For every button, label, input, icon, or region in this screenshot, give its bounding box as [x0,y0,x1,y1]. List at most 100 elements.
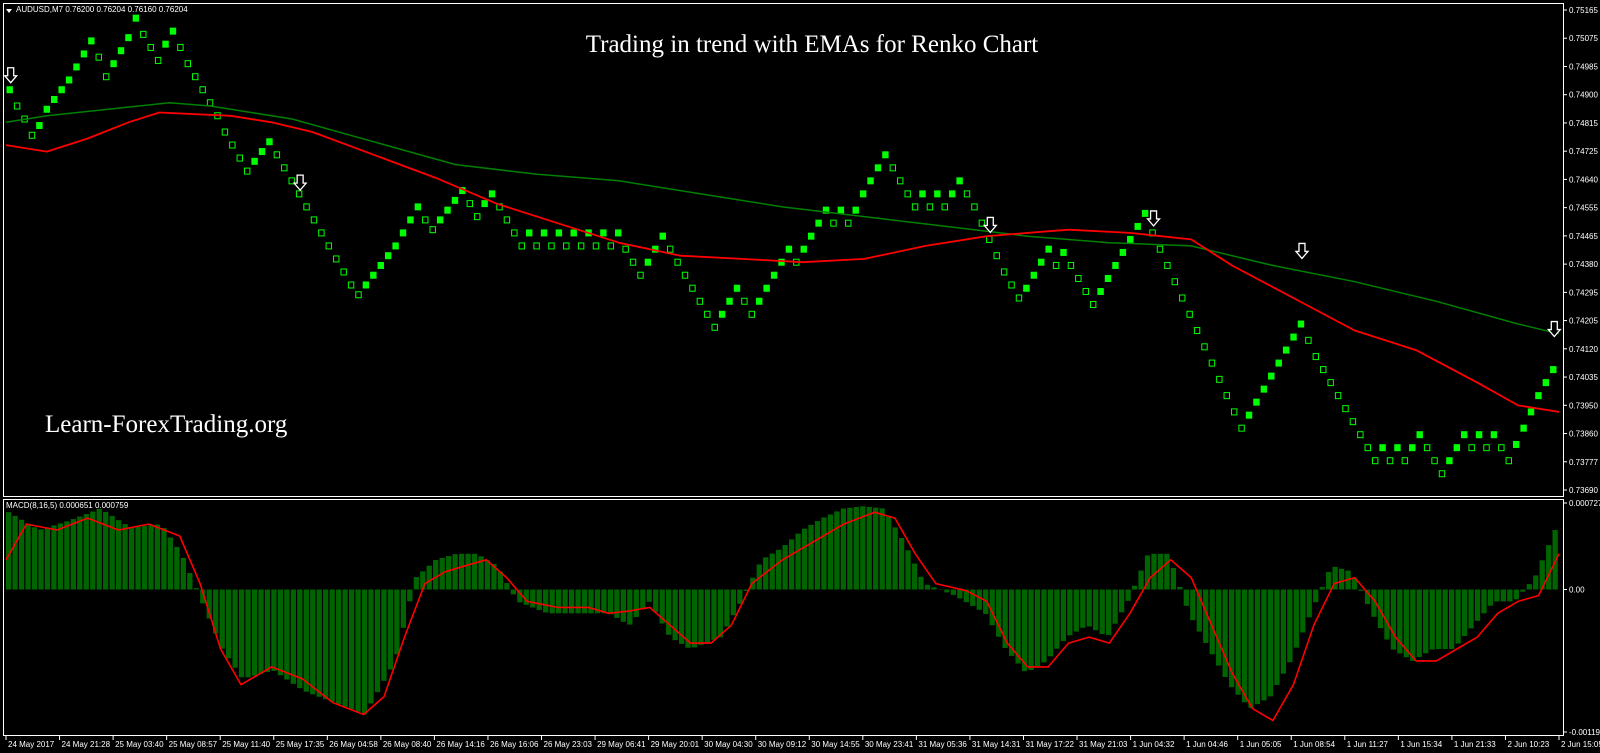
renko-brick-down [592,242,600,250]
macd-histogram-bar [180,557,186,590]
macd-histogram-bar [892,527,898,590]
renko-brick-down [474,213,481,221]
macd-histogram-bar [1008,589,1015,656]
macd-histogram-bar [277,589,284,676]
macd-histogram-bar [1332,566,1338,590]
price-tick-label: 0.73950 [1569,401,1598,410]
price-tick-label: 0.73777 [1569,458,1598,467]
macd-histogram-bar [187,573,193,590]
price-tick-label: 0.74465 [1569,232,1598,241]
macd-histogram-bar [1248,589,1254,708]
macd-histogram-bar [1442,589,1448,650]
macd-histogram-bar [788,539,795,590]
renko-brick-down [1015,294,1023,302]
macd-histogram-bar [711,589,717,640]
renko-brick-up [43,105,51,113]
renko-brick-down [1305,336,1312,344]
time-tick-label: 25 May 11:40 [222,740,270,749]
time-tick-label: 2 Jun 15:05 [1561,740,1600,749]
renko-brick-down [177,43,184,51]
renko-brick-down [1193,327,1201,335]
renko-brick-down [1364,444,1371,452]
macd-histogram-bar [1338,568,1345,590]
macd-histogram-bar [996,589,1002,637]
renko-brick-up [1127,235,1134,243]
renko-brick-up [1268,372,1275,380]
renko-brick-up [451,196,459,204]
macd-tick-label: 0.00 [1569,586,1585,595]
macd-histogram-bar [374,589,381,693]
macd-histogram-bar [206,589,212,619]
price-tick-label: 0.73860 [1569,430,1598,439]
macd-histogram-bar [478,556,484,590]
renko-brick-up [1394,444,1401,452]
macd-histogram-bar [465,553,471,590]
macd-histogram-bar [154,524,161,590]
renko-brick-up [763,284,770,292]
macd-histogram-bar [1326,571,1332,590]
renko-brick-up [392,242,399,250]
macd-histogram-bar [543,589,549,613]
macd-histogram-bar [724,589,730,627]
symbol-menu-icon[interactable] [6,9,12,13]
macd-histogram-bar [1487,589,1494,606]
macd-histogram-bar [57,523,64,590]
renko-brick-down [748,310,756,318]
renko-brick-down [1230,408,1238,416]
macd-histogram-bar [607,589,614,615]
renko-brick-up [919,190,926,198]
macd-histogram-bar [795,533,801,590]
macd-histogram-bar [1539,560,1545,590]
macd-histogram-bar [1015,589,1021,664]
macd-histogram-bar [1054,589,1060,649]
time-tick-label: 31 May 05:36 [918,740,967,749]
macd-histogram-bar [1423,589,1429,654]
renko-brick-up [1112,261,1119,269]
renko-brick-up [384,252,392,260]
renko-brick-up [370,271,377,279]
time-tick-label: 1 Jun 08:54 [1293,740,1335,749]
renko-brick-down [347,281,355,289]
renko-brick-down [607,242,615,250]
time-tick-label: 25 May 08:57 [169,740,218,749]
time-tick-label: 26 May 23:03 [544,740,593,749]
macd-histogram-bar [691,589,698,648]
macd-histogram-bar [827,514,834,590]
macd-histogram-bar [355,589,361,712]
renko-brick-down [281,164,288,172]
macd-histogram-bar [879,508,885,590]
renko-brick-down [95,53,102,61]
time-tick-label: 26 May 08:40 [383,740,432,749]
macd-histogram-bar [633,589,639,618]
macd-histogram-bar [1507,589,1513,602]
renko-brick-down [1423,444,1431,452]
renko-brick-down [221,128,229,136]
macd-histogram-bar [886,516,892,590]
macd-histogram-bar [646,589,652,602]
time-tick-label: 1 Jun 21:33 [1454,740,1496,749]
macd-histogram-bar [264,589,271,673]
renko-brick-up [51,95,58,103]
macd-histogram-bar [1474,589,1481,621]
macd-histogram-bar [232,589,238,668]
sell-arrow-icon [1546,320,1562,338]
macd-histogram-bar [1041,589,1047,663]
macd-histogram-bar [1093,589,1099,631]
macd-histogram-bar [1177,586,1183,590]
renko-brick-up [837,206,845,214]
renko-brick-down [845,219,852,227]
macd-histogram-bar [96,508,102,590]
macd-histogram-bar [1118,589,1125,613]
renko-brick-down [1186,310,1193,318]
macd-histogram-bar [1293,589,1299,648]
renko-brick-down [993,252,1000,260]
macd-histogram-bar [226,589,232,659]
renko-brick-up [444,206,451,214]
renko-brick-up [570,229,577,237]
macd-histogram-bar [1410,589,1416,661]
renko-brick-down [325,242,333,250]
macd-histogram-bar [51,525,57,590]
macd-histogram-bar [1151,553,1157,590]
time-tick-label: 30 May 04:30 [704,740,753,749]
